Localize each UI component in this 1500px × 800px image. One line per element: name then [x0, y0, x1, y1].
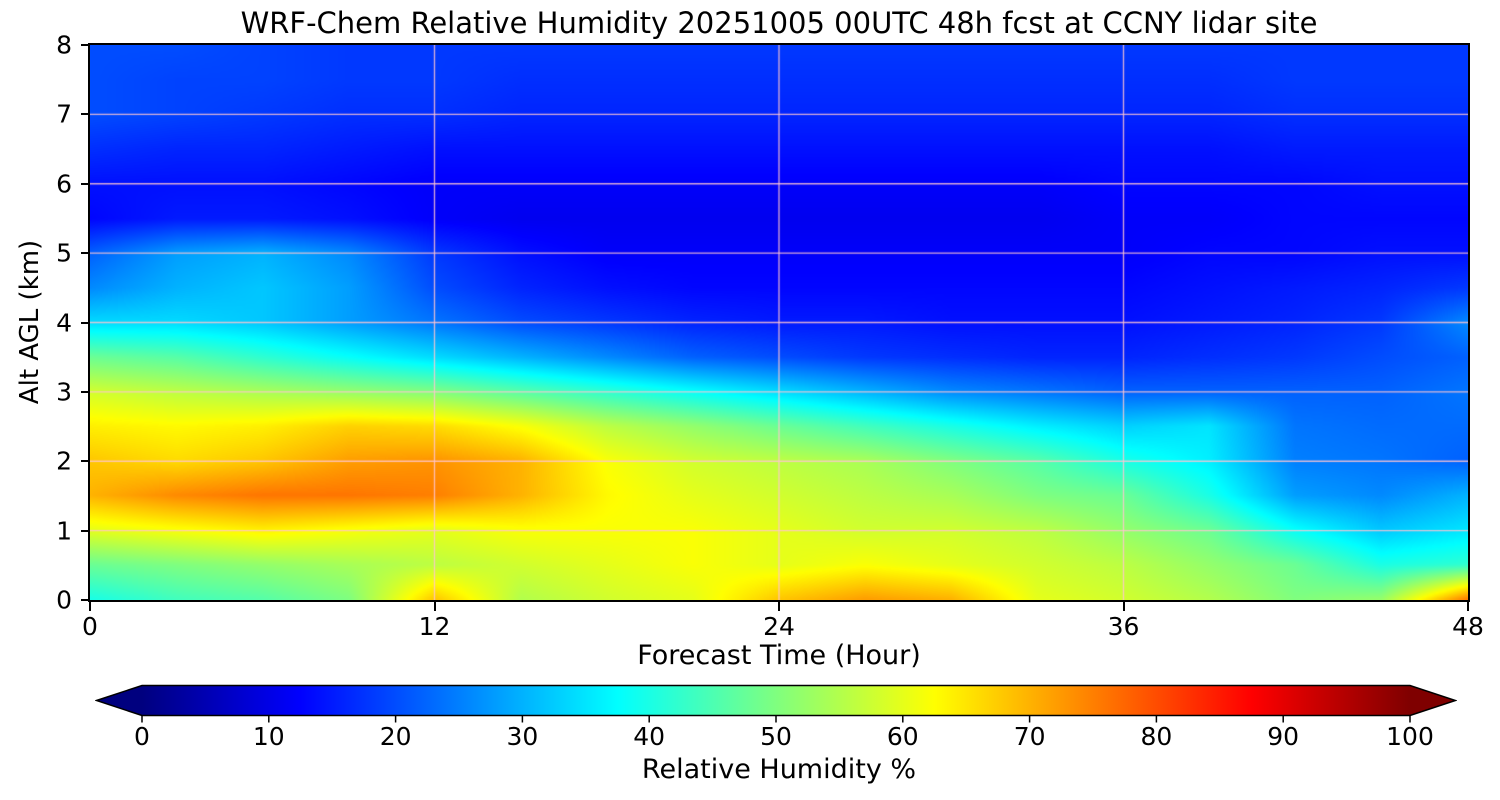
colorbar-over-arrow: [1410, 685, 1456, 716]
x-tick-label: 0: [82, 612, 98, 641]
colorbar-tick-label: 100: [1386, 722, 1434, 751]
plot-area: [88, 43, 1470, 602]
colorbar: [95, 684, 1457, 724]
y-tick-label: 8: [56, 30, 72, 60]
colorbar-tick-label: 40: [633, 722, 666, 751]
x-tick-mark: [1122, 602, 1125, 611]
y-tick-mark: [81, 182, 90, 185]
x-tick-label: 48: [1452, 612, 1484, 641]
x-tick-mark: [433, 602, 436, 611]
colorbar-tick-label: 80: [1140, 722, 1173, 751]
y-tick-mark: [81, 252, 90, 255]
colorbar-tick-label: 50: [760, 722, 792, 751]
y-tick-mark: [81, 44, 90, 46]
y-tick-mark: [81, 460, 90, 463]
y-axis-ticks: 0 1 2 3 4 5 6 7 8: [0, 33, 90, 613]
colorbar-tick-label: 20: [379, 722, 412, 751]
colorbar-tick-label: 60: [886, 722, 919, 751]
y-tick-mark: [81, 113, 90, 116]
colorbar-gradient-body: [142, 685, 1410, 716]
y-tick-label: 3: [56, 377, 72, 407]
x-tick-mark: [778, 602, 780, 611]
y-tick-label: 2: [56, 446, 72, 476]
x-tick-label: 24: [763, 612, 795, 641]
y-tick-label: 1: [56, 516, 72, 546]
colorbar-svg: [95, 684, 1457, 723]
x-tick-mark: [89, 602, 91, 611]
colorbar-tick-labels: 0 10 20 30 40 50 60 70 80 90 100: [134, 722, 1434, 752]
y-tick-label: 4: [56, 308, 72, 337]
x-tick-mark: [1467, 602, 1469, 611]
y-tick-mark: [81, 599, 90, 601]
colorbar-tick-label: 90: [1267, 722, 1300, 751]
colorbar-label: Relative Humidity %: [641, 754, 917, 785]
y-tick-label: 7: [56, 99, 72, 129]
colorbar-tick-marks: [141, 715, 1411, 723]
heatmap-canvas: [90, 45, 1468, 600]
x-axis-ticks: 0 12 24 36 48: [82, 602, 1484, 648]
y-tick-mark: [81, 529, 90, 532]
y-tick-label: 5: [56, 238, 72, 268]
colorbar-under-arrow: [96, 685, 142, 716]
colorbar-tick-label: 70: [1013, 722, 1046, 751]
x-tick-label: 36: [1107, 612, 1140, 641]
chart-title: WRF-Chem Relative Humidity 20251005 00UT…: [240, 6, 1318, 40]
x-tick-label: 12: [418, 612, 451, 641]
colorbar-tick-label: 30: [506, 722, 539, 751]
y-tick-mark: [81, 390, 90, 393]
y-tick-label: 6: [56, 169, 72, 199]
y-tick-mark: [81, 321, 90, 324]
y-tick-label: 0: [56, 585, 72, 615]
colorbar-tick-label: 0: [134, 722, 150, 751]
colorbar-tick-label: 10: [252, 722, 285, 751]
x-axis-label: Forecast Time (Hour): [637, 640, 921, 671]
